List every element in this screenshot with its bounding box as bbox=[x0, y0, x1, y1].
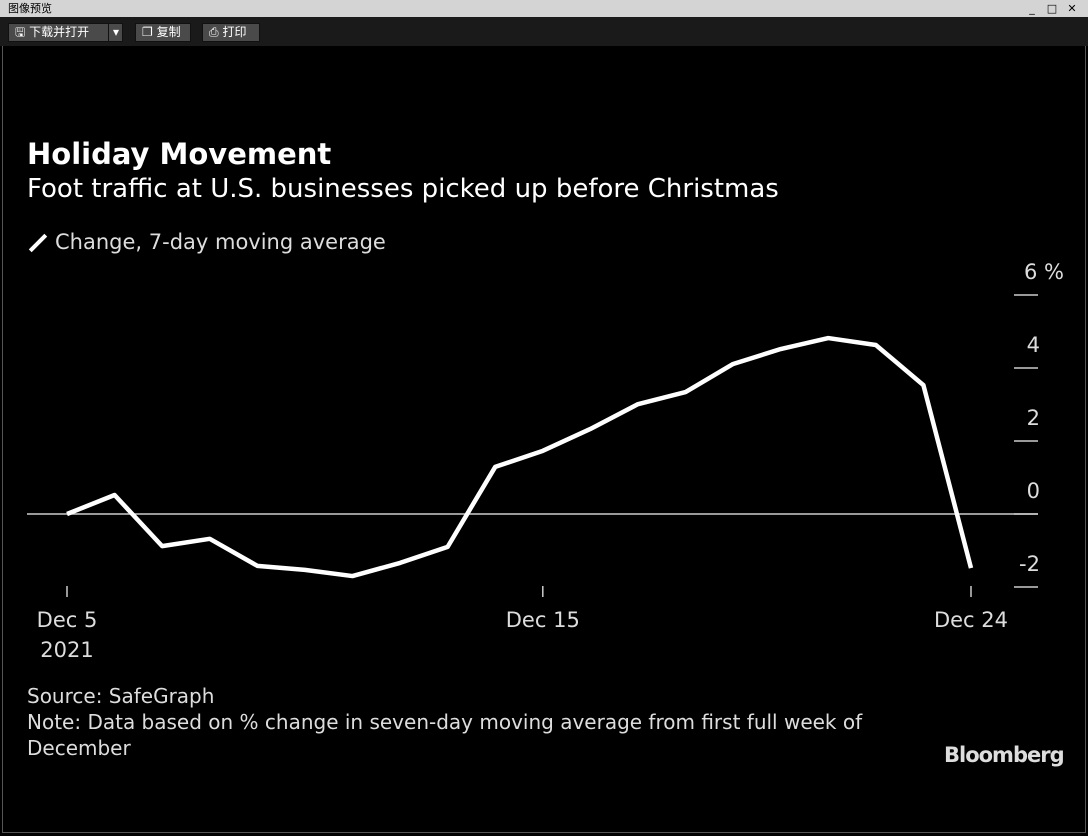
copy-label: 复制 bbox=[156, 25, 181, 39]
image-frame bbox=[2, 46, 1086, 833]
bloomberg-logo: Bloomberg bbox=[944, 743, 1065, 767]
window-title: 图像预览 bbox=[8, 2, 52, 15]
copy-button[interactable]: ❐ 复制 bbox=[135, 23, 191, 42]
source-text: Source: SafeGraph bbox=[27, 684, 215, 708]
note-text: Note: Data based on % change in seven-da… bbox=[27, 710, 863, 760]
legend-line-icon bbox=[28, 233, 48, 253]
chart-subtitle: Foot traffic at U.S. businesses picked u… bbox=[27, 174, 779, 204]
legend-label: Change, 7-day moving average bbox=[55, 230, 386, 254]
print-button[interactable]: ⎙ 打印 bbox=[202, 23, 260, 42]
close-button[interactable]: ✕ bbox=[1067, 2, 1077, 15]
print-label: 打印 bbox=[222, 25, 247, 39]
window-titlebar: 图像预览 _ □ ✕ bbox=[0, 0, 1088, 17]
download-dropdown-button[interactable]: ▾ bbox=[108, 23, 123, 42]
save-icon: 🖫 bbox=[15, 25, 26, 39]
toolbar: 🖫 下载并打开 ▾ ❐ 复制 ⎙ 打印 bbox=[0, 17, 1088, 46]
chart-title: Holiday Movement bbox=[27, 137, 332, 171]
maximize-button[interactable]: □ bbox=[1046, 2, 1058, 15]
copy-icon: ❐ bbox=[142, 25, 153, 39]
legend: Change, 7-day moving average bbox=[27, 230, 386, 254]
download-open-button[interactable]: 🖫 下载并打开 bbox=[8, 23, 117, 42]
print-icon: ⎙ bbox=[209, 25, 219, 39]
download-open-label: 下载并打开 bbox=[29, 25, 90, 39]
minimize-button[interactable]: _ bbox=[1029, 2, 1035, 15]
